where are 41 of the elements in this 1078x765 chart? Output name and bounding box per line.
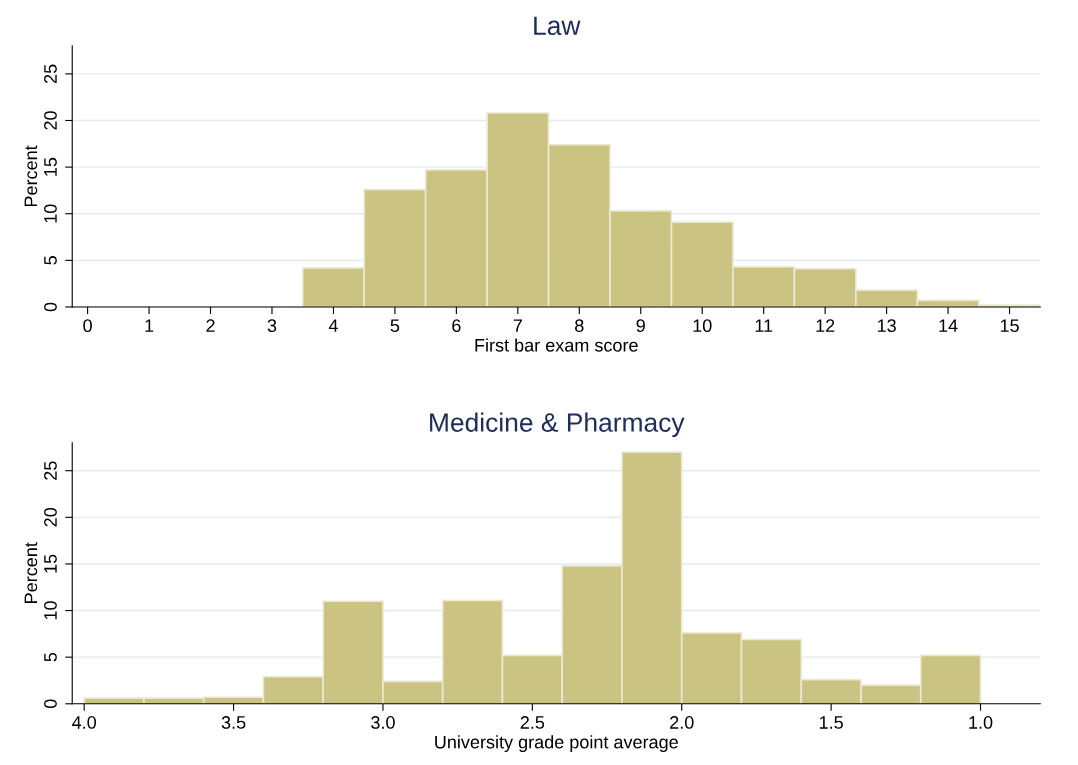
- y-tick-label: 15: [44, 157, 57, 176]
- y-tick-label: 5: [44, 652, 57, 662]
- x-tick-label: 14: [939, 319, 958, 332]
- x-tick-label: 3: [267, 319, 277, 333]
- x-tick-label: 0: [83, 319, 92, 333]
- y-tick-label: 25: [44, 64, 57, 83]
- y-axis-title: Percent: [24, 542, 38, 603]
- x-tick-label: 1: [145, 319, 154, 332]
- y-tick-label: 10: [44, 204, 57, 223]
- x-tick-label: 2.5: [520, 716, 545, 729]
- chart-title: Medicine & Pharmacy: [430, 412, 685, 438]
- chart-title: Law: [534, 16, 581, 36]
- y-tick-label: 5: [44, 256, 57, 265]
- x-tick-label: 11: [755, 319, 773, 332]
- x-tick-label: 1.5: [819, 716, 843, 729]
- x-tick-label: 4: [328, 319, 338, 332]
- x-tick-label: 4.0: [72, 716, 97, 729]
- y-axis-title: Percent: [24, 145, 38, 207]
- x-tick-label: 13: [877, 319, 896, 333]
- x-axis-title: University grade point average: [435, 735, 678, 753]
- y-tick-label: 20: [44, 507, 57, 527]
- x-tick-label: 10: [693, 319, 712, 333]
- x-tick-label: 2: [206, 319, 215, 332]
- y-tick-label: 15: [44, 554, 57, 573]
- y-tick-label: 25: [44, 461, 57, 480]
- x-axis-title: First bar exam score: [475, 338, 638, 352]
- x-tick-label: 6: [452, 319, 461, 333]
- x-tick-label: 12: [816, 319, 835, 332]
- x-tick-label: 7: [513, 319, 522, 332]
- y-tick-label: 10: [44, 601, 57, 620]
- x-tick-label: 5: [390, 319, 400, 333]
- x-tick-label: 2.0: [670, 716, 694, 729]
- y-tick-label: 0: [44, 699, 57, 709]
- x-tick-label: 15: [1000, 319, 1019, 333]
- x-tick-label: 3.5: [221, 716, 246, 729]
- y-tick-label: 0: [44, 302, 57, 312]
- x-tick-label: 9: [636, 319, 645, 333]
- x-tick-label: 8: [575, 319, 584, 333]
- x-tick-label: 1.0: [969, 716, 993, 729]
- x-tick-label: 3.0: [371, 716, 395, 729]
- y-tick-label: 20: [44, 111, 57, 130]
